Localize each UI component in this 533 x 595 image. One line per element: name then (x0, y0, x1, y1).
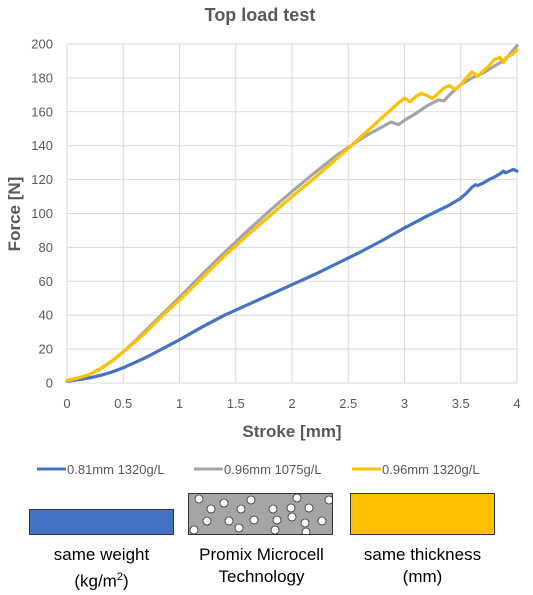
y-axis-title: Force [N] (5, 177, 24, 252)
microcell-bubble (219, 498, 229, 508)
caption-same-weight-line2: (kg/m2) (74, 571, 129, 591)
caption-same-thickness: same thickness (mm) (331, 544, 514, 588)
x-tick-label: 4 (513, 396, 520, 411)
microcell-bubble (189, 525, 199, 534)
y-tick-label: 80 (39, 240, 53, 255)
legend-item-0: 0.81mm 1320g/L (37, 462, 165, 477)
microcell-bubble (206, 504, 216, 514)
x-tick-label: 2 (288, 396, 295, 411)
y-axis-tick-labels: 0 20 40 60 80 100 120 140 160 180 200 (31, 37, 53, 391)
y-tick-label: 60 (39, 274, 53, 289)
x-tick-label: 1 (176, 396, 183, 411)
microcell-bubble (301, 527, 311, 534)
microcell-bubble (234, 523, 244, 533)
x-tick-label: 1.5 (227, 396, 245, 411)
y-tick-label: 40 (39, 308, 53, 323)
caption-same-weight-line1: same weight (53, 545, 150, 564)
microcell-bubble (249, 515, 259, 525)
microcell-bubble (317, 516, 327, 526)
caption-same-weight: same weight (kg/m2) (10, 544, 193, 593)
caption-promix-line2: Technology (218, 567, 305, 586)
microcell-bubble (300, 518, 310, 528)
y-tick-label: 0 (46, 376, 53, 391)
microcell-bubble (292, 494, 302, 503)
y-tick-label: 180 (31, 70, 53, 85)
microcell-bubble (272, 515, 282, 525)
microcell-bubbles (189, 494, 332, 534)
y-tick-label: 120 (31, 172, 53, 187)
microcell-bubble (202, 516, 212, 526)
microcell-bubble (268, 504, 278, 514)
microcell-bubble (194, 494, 204, 504)
legend-item-1: 0.96mm 1075g/L (194, 462, 322, 477)
microcell-bubble (224, 516, 234, 526)
x-tick-label: 3 (401, 396, 408, 411)
x-axis-tick-labels: 0 0.5 1 1.5 2 2.5 3 3.5 4 (63, 396, 520, 411)
y-tick-label: 200 (31, 37, 53, 52)
microcell-bubble (246, 495, 256, 505)
chart-title: Top load test (205, 5, 316, 25)
legend: 0.81mm 1320g/L 0.96mm 1075g/L 0.96mm 132… (37, 462, 480, 477)
legend-label-2: 0.96mm 1320g/L (382, 462, 480, 477)
swatch-same-thickness (350, 493, 495, 535)
microcell-bubble (270, 525, 280, 534)
series-lines (65, 44, 519, 383)
y-tick-label: 100 (31, 206, 53, 221)
legend-label-0: 0.81mm 1320g/L (67, 462, 165, 477)
microcell-bubble (286, 503, 296, 513)
x-tick-label: 3.5 (452, 396, 470, 411)
plot-grid (66, 43, 518, 384)
y-tick-label: 140 (31, 138, 53, 153)
microcell-bubble (236, 504, 246, 514)
x-axis-title: Stroke [mm] (242, 422, 341, 441)
x-tick-label: 0.5 (114, 396, 132, 411)
caption-promix-microcell: Promix Microcell Technology (170, 544, 353, 588)
y-tick-label: 20 (39, 342, 53, 357)
microcell-bubble (304, 503, 314, 513)
microcell-bubble (324, 495, 332, 505)
y-tick-label: 160 (31, 104, 53, 119)
caption-promix-line1: Promix Microcell (199, 545, 324, 564)
microcell-bubble (287, 512, 297, 522)
top-load-chart: Top load test 02040608010012014016018020… (5, 5, 521, 441)
legend-item-2: 0.96mm 1320g/L (352, 462, 480, 477)
legend-label-1: 0.96mm 1075g/L (224, 462, 322, 477)
caption-same-thickness-line2: (mm) (402, 567, 443, 586)
swatch-microcell-pattern (188, 493, 333, 535)
caption-same-thickness-line1: same thickness (363, 545, 482, 564)
series-line-2 (65, 48, 519, 383)
x-tick-label: 0 (63, 396, 70, 411)
x-tick-label: 2.5 (339, 396, 357, 411)
swatch-same-weight (29, 509, 174, 535)
series-line-0 (65, 167, 519, 383)
